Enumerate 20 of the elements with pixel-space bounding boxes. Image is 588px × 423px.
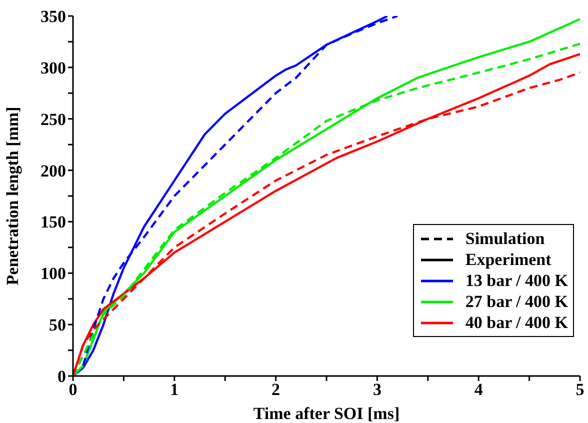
y-tick-label: 300 xyxy=(40,58,66,78)
x-tick-label: 4 xyxy=(474,380,484,400)
y-tick-label: 0 xyxy=(58,367,66,386)
x-tick-label: 2 xyxy=(272,380,280,400)
y-tick-label: 250 xyxy=(40,110,66,129)
legend-label: 40 bar / 400 K xyxy=(465,312,568,333)
y-tick-label: 150 xyxy=(40,212,66,232)
y-tick-label: 350 xyxy=(40,7,66,26)
legend-label: 13 bar / 400 K xyxy=(465,270,568,291)
legend-label: Simulation xyxy=(465,228,545,249)
x-tick-label: 5 xyxy=(576,380,584,400)
y-tick-label: 100 xyxy=(40,264,66,284)
x-tick-label: 3 xyxy=(372,380,382,400)
y-axis-title: Penetration length [mm] xyxy=(3,106,22,286)
y-tick-label: 50 xyxy=(49,316,66,335)
x-axis-title: Time after SOI [ms] xyxy=(253,404,400,423)
x-tick-label: 1 xyxy=(170,380,179,400)
legend-label: Experiment xyxy=(465,249,552,270)
legend-label: 27 bar / 400 K xyxy=(465,291,568,312)
y-tick-label: 200 xyxy=(40,161,66,180)
